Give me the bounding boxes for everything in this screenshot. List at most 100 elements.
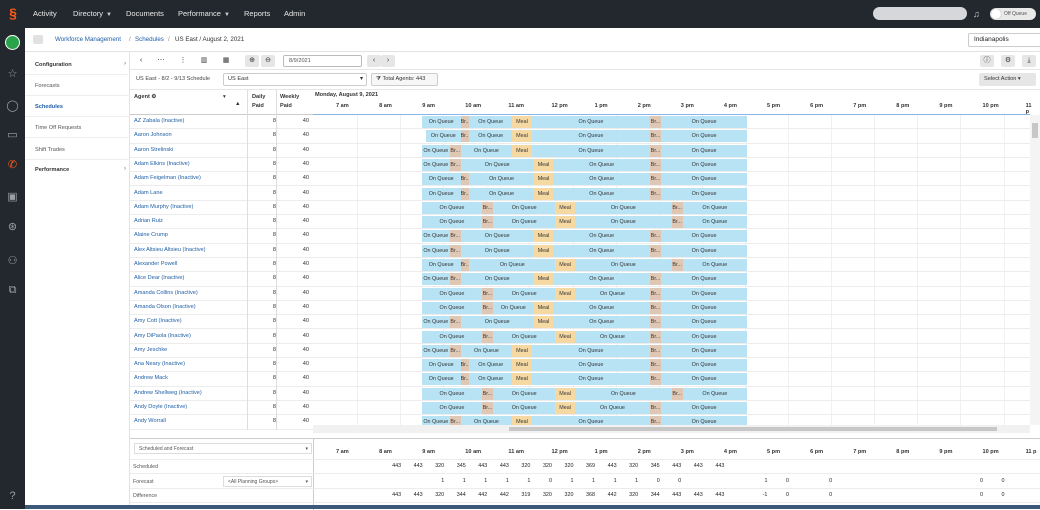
- agent-name[interactable]: Ana Neary (Inactive): [134, 361, 185, 368]
- horizontal-scroll-thumb[interactable]: [509, 427, 997, 431]
- agent-name[interactable]: Aaron Johnson: [134, 132, 172, 139]
- activity-break[interactable]: Br...: [449, 316, 461, 329]
- activity-queue[interactable]: On Queue: [469, 173, 534, 186]
- agent-name[interactable]: Amy DiPaola (Inactive): [134, 332, 191, 339]
- activity-queue[interactable]: On Queue: [460, 316, 534, 329]
- star-icon[interactable]: ☆: [7, 68, 18, 80]
- status-toggle[interactable]: Off Queue: [990, 8, 1036, 20]
- agent-name[interactable]: Alex Altsieu Altsieu (Inactive): [134, 246, 206, 253]
- activity-queue[interactable]: On Queue: [660, 373, 748, 386]
- activity-queue[interactable]: On Queue: [574, 387, 672, 400]
- activity-queue[interactable]: On Queue: [469, 187, 534, 200]
- agent-name[interactable]: Adam Murphy (Inactive): [134, 203, 194, 210]
- agent-name[interactable]: Aaron Strelinski: [134, 146, 174, 153]
- activity-queue[interactable]: On Queue: [421, 344, 450, 357]
- activity-break[interactable]: Br...: [650, 330, 661, 343]
- subnav-schedules[interactable]: Schedules: [35, 104, 63, 110]
- activity-queue[interactable]: On Queue: [553, 273, 651, 286]
- breadcrumb-schedules[interactable]: Schedules: [135, 36, 164, 43]
- activity-break[interactable]: Br...: [449, 244, 461, 257]
- activity-break[interactable]: Br...: [650, 273, 661, 286]
- activity-break[interactable]: Br...: [650, 144, 661, 157]
- activity-queue[interactable]: On Queue: [421, 330, 483, 343]
- subnav-forecasts[interactable]: Forecasts: [35, 83, 60, 89]
- activity-queue[interactable]: On Queue: [553, 316, 651, 329]
- activity-break[interactable]: Br...: [650, 116, 661, 128]
- activity-queue[interactable]: On Queue: [553, 244, 651, 257]
- table-row[interactable]: Andy Worrall 8 40: [130, 415, 313, 430]
- gantt-view-icon[interactable]: ▥: [200, 57, 208, 64]
- nav-documents[interactable]: Documents: [126, 0, 164, 28]
- video-icon[interactable]: ▭: [7, 129, 18, 141]
- activity-queue[interactable]: On Queue: [492, 330, 556, 343]
- activity-queue[interactable]: On Queue: [531, 416, 651, 425]
- activity-queue[interactable]: On Queue: [553, 173, 651, 186]
- activity-meal[interactable]: Meal: [533, 187, 554, 200]
- table-row[interactable]: Adam Lane 8 40: [130, 187, 313, 201]
- activity-break[interactable]: Br...: [671, 387, 683, 400]
- activity-queue[interactable]: On Queue: [531, 344, 651, 357]
- view-select[interactable]: Scheduled and Forecast: [134, 443, 312, 454]
- activity-meal[interactable]: Meal: [555, 216, 575, 229]
- activity-queue[interactable]: On Queue: [460, 230, 534, 243]
- activity-queue[interactable]: On Queue: [660, 402, 748, 414]
- activity-break[interactable]: Br...: [650, 187, 661, 200]
- activity-queue[interactable]: On Queue: [574, 330, 651, 343]
- activity-break[interactable]: Br...: [449, 158, 461, 171]
- activity-break[interactable]: Br...: [671, 259, 683, 271]
- vertical-scrollbar[interactable]: [1030, 115, 1040, 425]
- inbox-icon[interactable]: ▣: [7, 191, 18, 203]
- nav-activity[interactable]: Activity: [33, 0, 57, 28]
- subnav-performance[interactable]: Performance: [35, 167, 70, 173]
- activity-meal[interactable]: Meal: [555, 287, 575, 300]
- activity-meal[interactable]: Meal: [533, 301, 554, 314]
- activity-queue[interactable]: On Queue: [421, 187, 461, 200]
- activity-meal[interactable]: Meal: [512, 359, 532, 372]
- agent-name[interactable]: Adam Lane: [134, 189, 163, 196]
- activity-queue[interactable]: On Queue: [531, 116, 651, 128]
- activity-queue[interactable]: On Queue: [421, 416, 450, 425]
- table-row[interactable]: Amanda Olson (Inactive) 8 40: [130, 301, 313, 316]
- activity-queue[interactable]: On Queue: [460, 273, 534, 286]
- chat-icon[interactable]: ◯: [6, 100, 19, 112]
- activity-meal[interactable]: Meal: [512, 373, 532, 386]
- agent-name[interactable]: Andrew Shellweg (Inactive): [134, 389, 202, 396]
- nav-directory[interactable]: Directory ▼: [73, 0, 112, 28]
- activity-meal[interactable]: Meal: [512, 116, 532, 128]
- activity-queue[interactable]: On Queue: [426, 130, 461, 143]
- activity-queue[interactable]: On Queue: [682, 216, 748, 229]
- agent-name[interactable]: Adam Elkins (Inactive): [134, 160, 190, 167]
- activity-queue[interactable]: On Queue: [421, 273, 450, 286]
- search-input[interactable]: [873, 7, 967, 20]
- activity-break[interactable]: Br...: [449, 273, 461, 286]
- activity-queue[interactable]: On Queue: [660, 287, 748, 300]
- user-status-icon[interactable]: ⚇: [7, 255, 18, 267]
- activity-break[interactable]: Br...: [650, 402, 661, 414]
- activity-queue[interactable]: On Queue: [421, 116, 461, 128]
- activity-break[interactable]: Br...: [671, 201, 683, 214]
- activity-queue[interactable]: On Queue: [421, 301, 483, 314]
- table-row[interactable]: Aaron Johnson 8 40: [130, 129, 313, 144]
- activity-queue[interactable]: On Queue: [660, 187, 748, 200]
- table-row[interactable]: Adam Feigelman (Inactive) 8 40: [130, 172, 313, 187]
- activity-meal[interactable]: Meal: [555, 201, 575, 214]
- activity-break[interactable]: Br...: [460, 187, 470, 200]
- activity-queue[interactable]: On Queue: [660, 344, 748, 357]
- nav-performance[interactable]: Performance ▼: [178, 0, 230, 28]
- activity-queue[interactable]: On Queue: [421, 259, 461, 271]
- activity-queue[interactable]: On Queue: [574, 402, 651, 414]
- activity-queue[interactable]: On Queue: [460, 416, 513, 425]
- daily-header[interactable]: Daily: [252, 94, 266, 100]
- activity-queue[interactable]: On Queue: [460, 244, 534, 257]
- zoom-out-icon[interactable]: ⊖: [261, 55, 275, 67]
- agent-name[interactable]: Andy Worrall: [134, 418, 166, 425]
- nav-reports[interactable]: Reports: [244, 0, 270, 28]
- activity-queue[interactable]: On Queue: [460, 158, 534, 171]
- agent-column-header[interactable]: Agent ⚙: [134, 94, 156, 100]
- gear-icon[interactable]: ⚙: [151, 94, 157, 100]
- activity-queue[interactable]: On Queue: [492, 301, 534, 314]
- activity-break[interactable]: Br...: [460, 116, 470, 128]
- table-row[interactable]: Amy Jeschke 8 40: [130, 344, 313, 359]
- activity-meal[interactable]: Meal: [512, 130, 532, 143]
- activity-queue[interactable]: On Queue: [421, 387, 483, 400]
